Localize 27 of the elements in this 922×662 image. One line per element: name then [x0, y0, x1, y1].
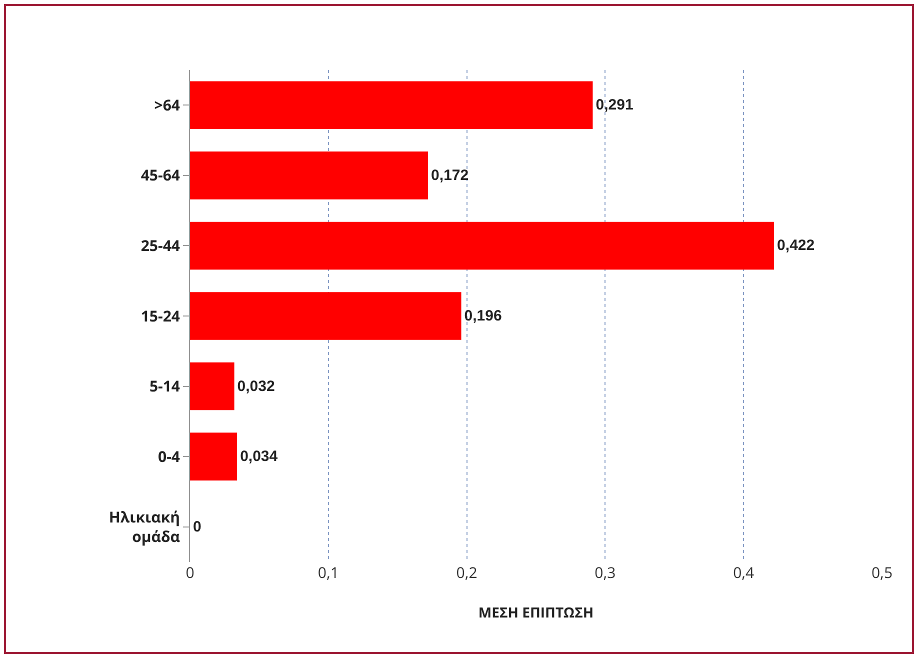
x-tick-label: 0,1 — [318, 563, 339, 583]
data-label: 0,291 — [596, 96, 634, 114]
x-tick-label: 0 — [186, 563, 194, 583]
y-tick-label: 45-64 — [140, 166, 180, 186]
bar — [190, 222, 774, 270]
x-tick-label: 0,3 — [594, 563, 616, 583]
x-tick-label: 0,2 — [456, 563, 478, 583]
bar — [190, 292, 462, 340]
y-tick-label: Ηλικιακή ομάδα — [108, 507, 180, 547]
bar — [190, 152, 428, 200]
y-tick-label: 0-4 — [158, 446, 180, 467]
bar — [190, 362, 234, 410]
bar — [190, 81, 593, 130]
x-tick-label: 0,5 — [871, 563, 893, 583]
data-label: 0,032 — [237, 378, 275, 395]
y-tick-label: >64 — [154, 95, 180, 116]
data-label: 0,172 — [431, 166, 469, 184]
data-label: 0,196 — [464, 308, 502, 324]
data-label: 0 — [193, 518, 202, 536]
data-label: 0,422 — [777, 237, 815, 254]
y-tick-label: 5-14 — [149, 376, 180, 397]
x-tick-label: 0,4 — [733, 563, 755, 583]
data-label: 0,034 — [240, 448, 278, 466]
x-axis-title: ΜΕΣΗ ΕΠΙΠΤΩΣΗ — [478, 603, 594, 622]
y-tick-label: 25-44 — [140, 236, 180, 256]
y-tick-label: 15-24 — [140, 306, 180, 326]
bar — [190, 432, 238, 480]
